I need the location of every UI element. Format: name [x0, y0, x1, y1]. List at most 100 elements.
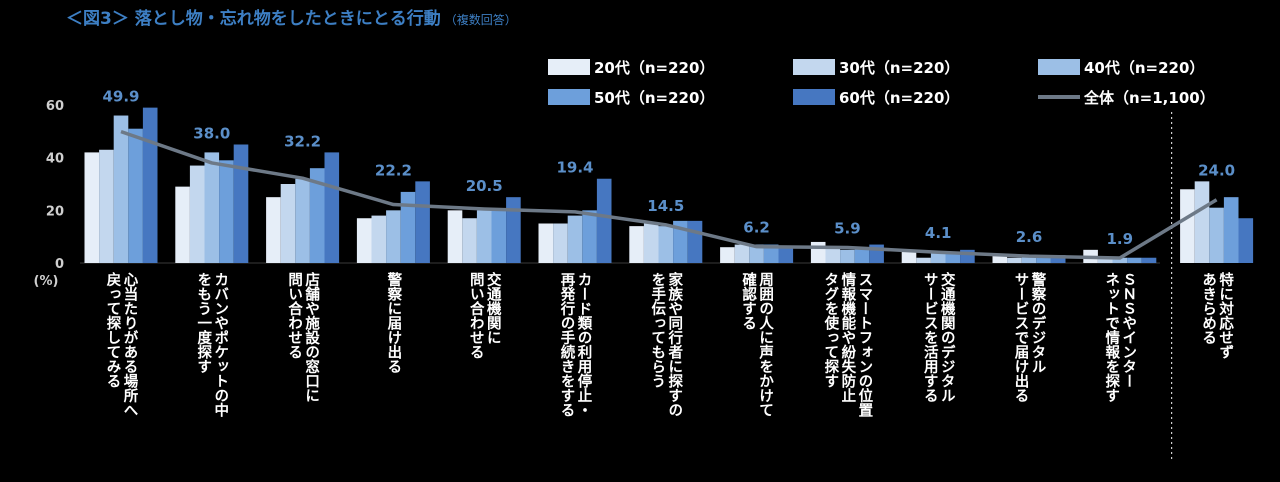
bar-50s [854, 247, 870, 263]
bar-30s [371, 215, 387, 263]
value-label: 2.6 [1016, 228, 1043, 246]
value-label: 4.1 [925, 224, 952, 242]
bar-50s [763, 244, 779, 263]
legend-swatch [1038, 59, 1080, 75]
bar-50s [1036, 255, 1051, 263]
legend: 20代（n=220） 30代（n=220） 40代（n=220） 50代（n=220）… [548, 59, 1215, 107]
y-tick-label: 20 [46, 204, 64, 219]
value-label: 24.0 [1198, 161, 1235, 179]
bar-60s [1050, 255, 1066, 263]
bar-30s [825, 247, 841, 263]
bar-20s [447, 210, 463, 263]
bar-20s [992, 255, 1008, 263]
legend-label: 全体（n=1,100） [1083, 89, 1215, 107]
category-label: スマートフォンの位置 [856, 272, 872, 417]
bar-40s [204, 152, 220, 263]
total-line [120, 129, 1218, 260]
bar-60s [142, 107, 158, 263]
value-label: 5.9 [834, 219, 861, 237]
bar-40s [113, 115, 129, 264]
category-label: をもう一度探す [195, 272, 211, 374]
bar-30s [280, 184, 296, 263]
category-label: 交通機関のデジタル [939, 271, 955, 403]
bar-30s [916, 257, 931, 263]
bar-60s [778, 247, 794, 263]
bar-60s [687, 220, 703, 263]
bar-20s [84, 152, 100, 263]
legend-label: 60代（n=220） [839, 89, 959, 107]
value-label: 22.2 [375, 161, 412, 179]
category-label: 情報機能や紛失防止 [839, 271, 855, 403]
category-label: 交通機関に [485, 271, 501, 345]
value-label: 6.2 [743, 219, 770, 237]
category-label: カバンやポケットの中 [212, 272, 228, 419]
legend-label: 20代（n=220） [594, 59, 714, 77]
bar-30s [553, 223, 568, 263]
bar-60s [233, 144, 249, 263]
bar-50s [1223, 197, 1239, 263]
bar-30s [643, 223, 659, 263]
chart-title-note: （複数回答） [445, 12, 517, 27]
bar-20s [175, 186, 190, 263]
category-label: 特に対応せず [1217, 271, 1234, 360]
unit-label: (%) [34, 274, 59, 289]
legend-swatch [548, 89, 590, 105]
value-label: 14.5 [647, 197, 684, 215]
category-label: ネットで情報を探す [1103, 272, 1119, 403]
bar-20s [356, 218, 372, 263]
value-label: 19.4 [556, 159, 593, 177]
bar-40s [1209, 207, 1224, 263]
value-labels: 49.9 38.0 32.2 22.2 20.5 19.4 14.5 6.2 5.9 4.1 2.6… [102, 88, 1235, 248]
total-line-group [120, 129, 1218, 260]
category-label: 心当たりがある場所へ [122, 272, 138, 417]
bar-30s [189, 165, 205, 263]
bar-30s [462, 218, 477, 263]
legend-swatch [548, 59, 590, 75]
category-label: 問い合わせる [286, 272, 303, 360]
category-label: 戻って探してみる [105, 271, 121, 389]
category-label: ＳＮＳやインター [1120, 272, 1136, 388]
chart-title-main: ＜図3＞ 落とし物・忘れ物をしたときにとる行動 [66, 8, 441, 29]
category-label: 確認する [740, 271, 756, 331]
bar-30s [99, 149, 114, 263]
legend-label: 30代（n=220） [839, 59, 959, 77]
bar-40s [476, 210, 492, 263]
category-label: タグを使って探す [822, 272, 839, 389]
bar-20s [629, 226, 644, 263]
bar-60s [596, 178, 612, 263]
bar-30s [734, 244, 750, 263]
value-label: 32.2 [284, 132, 321, 150]
bar-50s [400, 191, 416, 263]
bar-40s [386, 210, 401, 263]
bar-60s [324, 152, 340, 263]
bar-50s [582, 210, 597, 263]
bar-60s [506, 197, 521, 263]
value-label: 1.9 [1107, 230, 1134, 248]
category-label: 警察に届け出る [385, 271, 402, 374]
bar-50s [491, 210, 507, 263]
legend-label: 50代（n=220） [594, 89, 714, 107]
category-label: 問い合わせる [468, 272, 485, 360]
bar-40s [295, 178, 310, 263]
legend-swatch [793, 89, 835, 105]
bar-30s [1007, 257, 1022, 263]
category-label: あきらめる [1200, 272, 1216, 345]
axes: 0 20 40 60 [46, 99, 1173, 460]
bar-60s [415, 181, 430, 263]
value-label: 20.5 [466, 177, 503, 195]
bars [84, 107, 1254, 264]
bar-50s [1127, 257, 1142, 263]
bar-20s [266, 197, 281, 263]
bar-20s [1180, 189, 1195, 263]
bar-50s [309, 168, 325, 263]
category-label: サービスを活用する [922, 272, 938, 403]
y-tick-label: 60 [46, 99, 64, 114]
bar-50s [673, 220, 688, 263]
value-label: 49.9 [102, 88, 139, 106]
bar-50s [128, 128, 143, 263]
category-label: カード類の利用停止・ [576, 272, 593, 417]
bar-40s [567, 215, 583, 263]
bar-40s [658, 226, 674, 263]
